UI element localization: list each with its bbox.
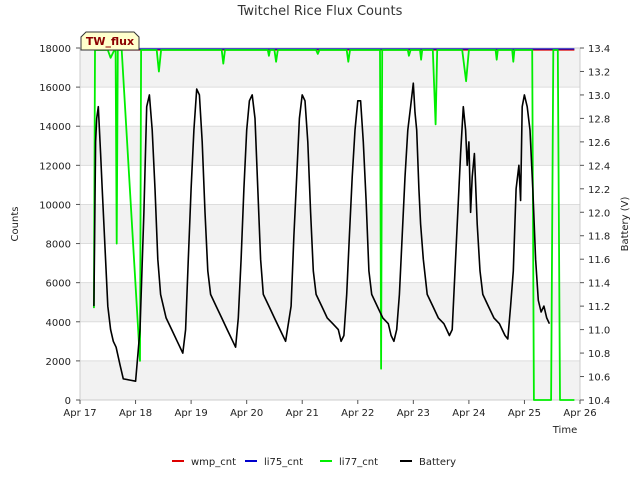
x-tick-label: Apr 24 bbox=[452, 408, 485, 419]
y-axis-ticks: 0 2000 4000 6000 8000 10000 12000 14000 16000 180… bbox=[39, 44, 80, 407]
tag-label: TW_flux bbox=[86, 35, 134, 48]
x-tick-label: Apr 22 bbox=[341, 408, 374, 419]
legend-label-li75_cnt: li75_cnt bbox=[264, 457, 303, 468]
tag-box: TW_flux bbox=[80, 31, 140, 51]
y-tick-label: 18000 bbox=[39, 44, 71, 55]
y-tick-label: 8000 bbox=[46, 240, 71, 251]
y2-tick-label: 13.4 bbox=[588, 44, 610, 55]
y2-tick-label: 13.2 bbox=[588, 67, 610, 78]
x-tick-label: Apr 23 bbox=[397, 408, 430, 419]
y2-tick-label: 12.2 bbox=[588, 185, 610, 196]
tag-box-shape bbox=[80, 31, 140, 51]
x-tick-label: Apr 26 bbox=[563, 408, 596, 419]
y-tick-label: 0 bbox=[65, 396, 71, 407]
y-tick-label: 12000 bbox=[39, 161, 71, 172]
background-band bbox=[80, 48, 580, 88]
y2-tick-label: 12.0 bbox=[588, 208, 610, 219]
legend-label-li77_cnt: li77_cnt bbox=[339, 457, 378, 468]
y-tick-label: 4000 bbox=[46, 318, 71, 329]
y-tick-label: 16000 bbox=[39, 83, 71, 94]
series-line-Battery bbox=[93, 82, 551, 382]
y-tick-label: 10000 bbox=[39, 200, 71, 211]
legend-label-Battery: Battery bbox=[419, 457, 456, 468]
series-line-li77_cnt bbox=[93, 49, 575, 401]
y2-tick-label: 10.4 bbox=[588, 396, 610, 407]
x-axis-title: Time bbox=[552, 425, 577, 436]
x-tick-label: Apr 18 bbox=[119, 408, 152, 419]
legend: wmp_cnt li75_cnt li77_cnt Battery bbox=[172, 457, 456, 468]
y2-tick-label: 12.8 bbox=[588, 114, 610, 125]
y-tick-label: 14000 bbox=[39, 122, 71, 133]
y2-tick-label: 10.6 bbox=[588, 373, 610, 384]
background-bands bbox=[80, 48, 580, 400]
series-layer bbox=[93, 48, 575, 401]
y2-tick-label: 13.0 bbox=[588, 91, 610, 102]
y-axis-title: Counts bbox=[10, 207, 21, 242]
y2-tick-label: 11.0 bbox=[588, 326, 610, 337]
background-band bbox=[80, 360, 580, 400]
y2-tick-label: 11.8 bbox=[588, 232, 610, 243]
x-tick-label: Apr 20 bbox=[230, 408, 263, 419]
plot-frame bbox=[79, 47, 581, 401]
y2-tick-label: 11.6 bbox=[588, 255, 610, 266]
background-band bbox=[80, 126, 580, 166]
y2-axis-title: Battery (V) bbox=[620, 196, 631, 251]
y2-axis-ticks: 10.4 10.6 10.8 11.0 11.2 11.4 11.6 11.8 12.0 12.2… bbox=[580, 44, 610, 407]
x-tick-label: Apr 17 bbox=[63, 408, 96, 419]
y2-tick-label: 11.2 bbox=[588, 302, 610, 313]
chart-title: Twitchel Rice Flux Counts bbox=[237, 4, 403, 19]
y-tick-label: 2000 bbox=[46, 357, 71, 368]
y2-tick-label: 12.4 bbox=[588, 161, 610, 172]
y2-tick-label: 11.4 bbox=[588, 279, 610, 290]
x-axis-ticks: Apr 17 Apr 18 Apr 19 Apr 20 Apr 21 Apr 22 Apr … bbox=[63, 400, 597, 419]
background-band bbox=[80, 204, 580, 244]
x-tick-label: Apr 19 bbox=[175, 408, 208, 419]
x-tick-label: Apr 25 bbox=[508, 408, 541, 419]
background-band bbox=[80, 282, 580, 322]
y2-tick-label: 10.8 bbox=[588, 349, 610, 360]
y-tick-label: 6000 bbox=[46, 279, 71, 290]
x-tick-label: Apr 21 bbox=[286, 408, 319, 419]
y2-tick-label: 12.6 bbox=[588, 138, 610, 149]
legend-label-wmp_cnt: wmp_cnt bbox=[191, 457, 236, 468]
